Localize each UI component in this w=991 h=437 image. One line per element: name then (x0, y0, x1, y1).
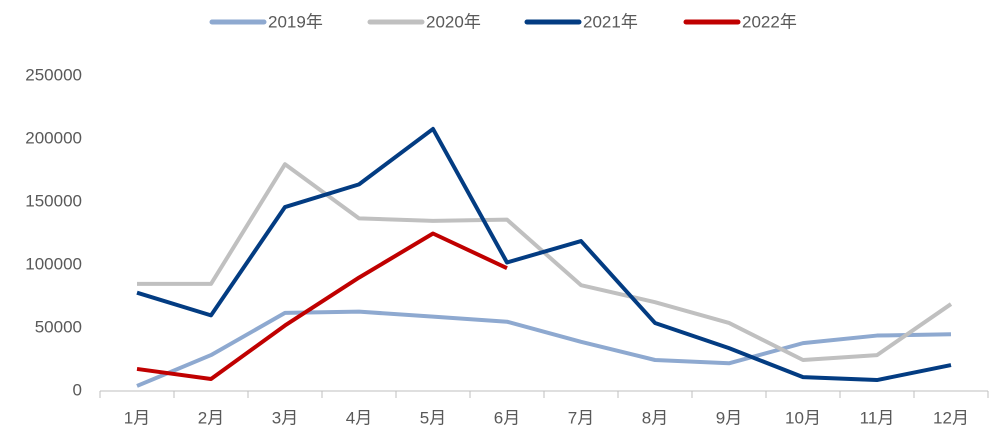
x-tick-label: 1月 (124, 408, 150, 427)
y-tick-label: 0 (73, 380, 82, 399)
x-tick-label: 4月 (346, 408, 372, 427)
x-tick-label: 11月 (860, 408, 895, 427)
legend-label: 2022年 (742, 12, 797, 31)
x-tick-label: 8月 (642, 408, 668, 427)
x-tick-label: 10月 (785, 408, 821, 427)
x-tick-label: 12月 (933, 408, 969, 427)
line-series (136, 231, 508, 382)
legend-label: 2021年 (583, 12, 638, 31)
x-tick-label: 9月 (716, 408, 742, 427)
x-tick-label: 5月 (420, 408, 446, 427)
y-tick-label: 100000 (25, 254, 82, 273)
legend-label: 2020年 (426, 12, 481, 31)
y-tick-label: 50000 (35, 317, 82, 336)
y-tick-label: 250000 (25, 65, 82, 84)
y-tick-label: 200000 (25, 128, 82, 147)
y-tick-label: 150000 (25, 191, 82, 210)
line-series (136, 126, 952, 383)
x-tick-label: 2月 (198, 408, 224, 427)
x-tick-label: 6月 (494, 408, 520, 427)
x-tick-label: 7月 (568, 408, 594, 427)
legend-label: 2019年 (268, 12, 323, 31)
x-tick-label: 3月 (272, 408, 298, 427)
line-series (136, 309, 952, 388)
